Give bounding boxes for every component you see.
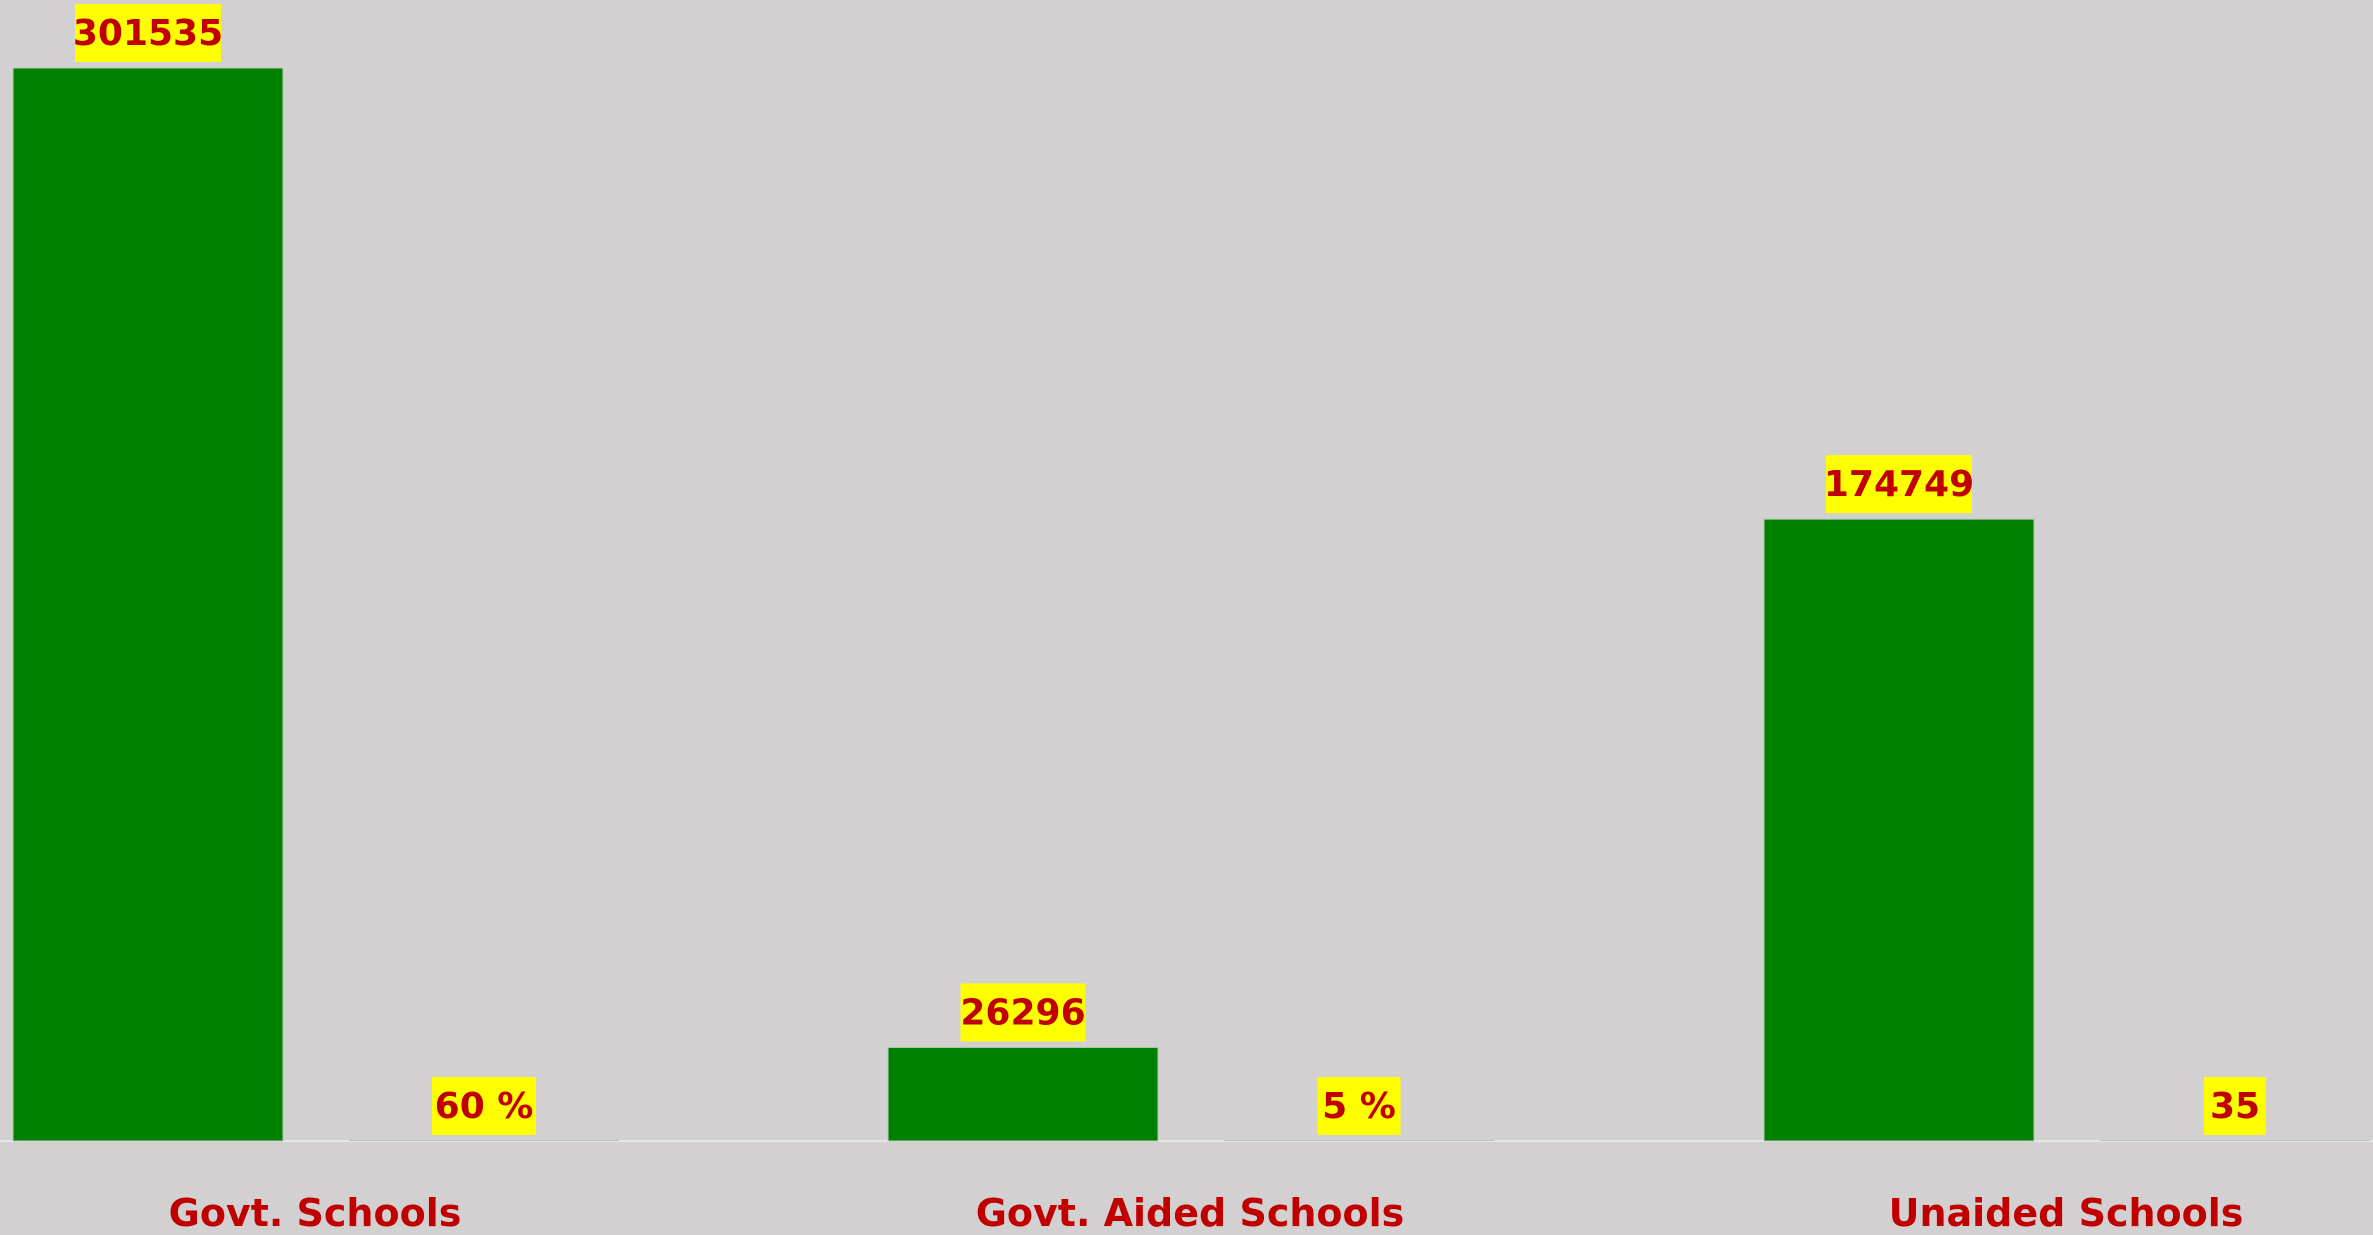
bar (887, 1046, 1159, 1142)
data-label-text: 301535 (73, 13, 223, 54)
bar (2100, 1140, 2370, 1141)
data-label-text: 35 (2210, 1086, 2260, 1127)
data-label-bg (1317, 1077, 1401, 1135)
data-label-bg (75, 4, 221, 62)
data-label: 60 % (432, 1077, 536, 1135)
category-label: Govt. Aided Schools (976, 1191, 1405, 1235)
data-label: 301535 (73, 4, 223, 62)
bar (1763, 518, 2035, 1142)
data-label-text: 60 % (435, 1086, 534, 1127)
data-label: 35 (2204, 1077, 2266, 1135)
data-label: 26296 (960, 983, 1086, 1042)
data-label-text: 174749 (1824, 464, 1974, 505)
data-label-bg (1826, 455, 1972, 514)
data-label-text: 26296 (960, 992, 1085, 1033)
category-label: Govt. Schools (169, 1191, 462, 1235)
bar (12, 67, 284, 1142)
data-label-bg (432, 1077, 536, 1135)
data-label-text: 5 % (1322, 1086, 1396, 1127)
data-label-bg (960, 983, 1086, 1042)
data-label: 5 % (1317, 1077, 1401, 1135)
category-label: Unaided Schools (1889, 1191, 2244, 1235)
data-label: 174749 (1824, 455, 1974, 514)
bar (349, 1140, 619, 1141)
data-label-bg (2204, 1077, 2266, 1135)
bar (1224, 1140, 1494, 1141)
